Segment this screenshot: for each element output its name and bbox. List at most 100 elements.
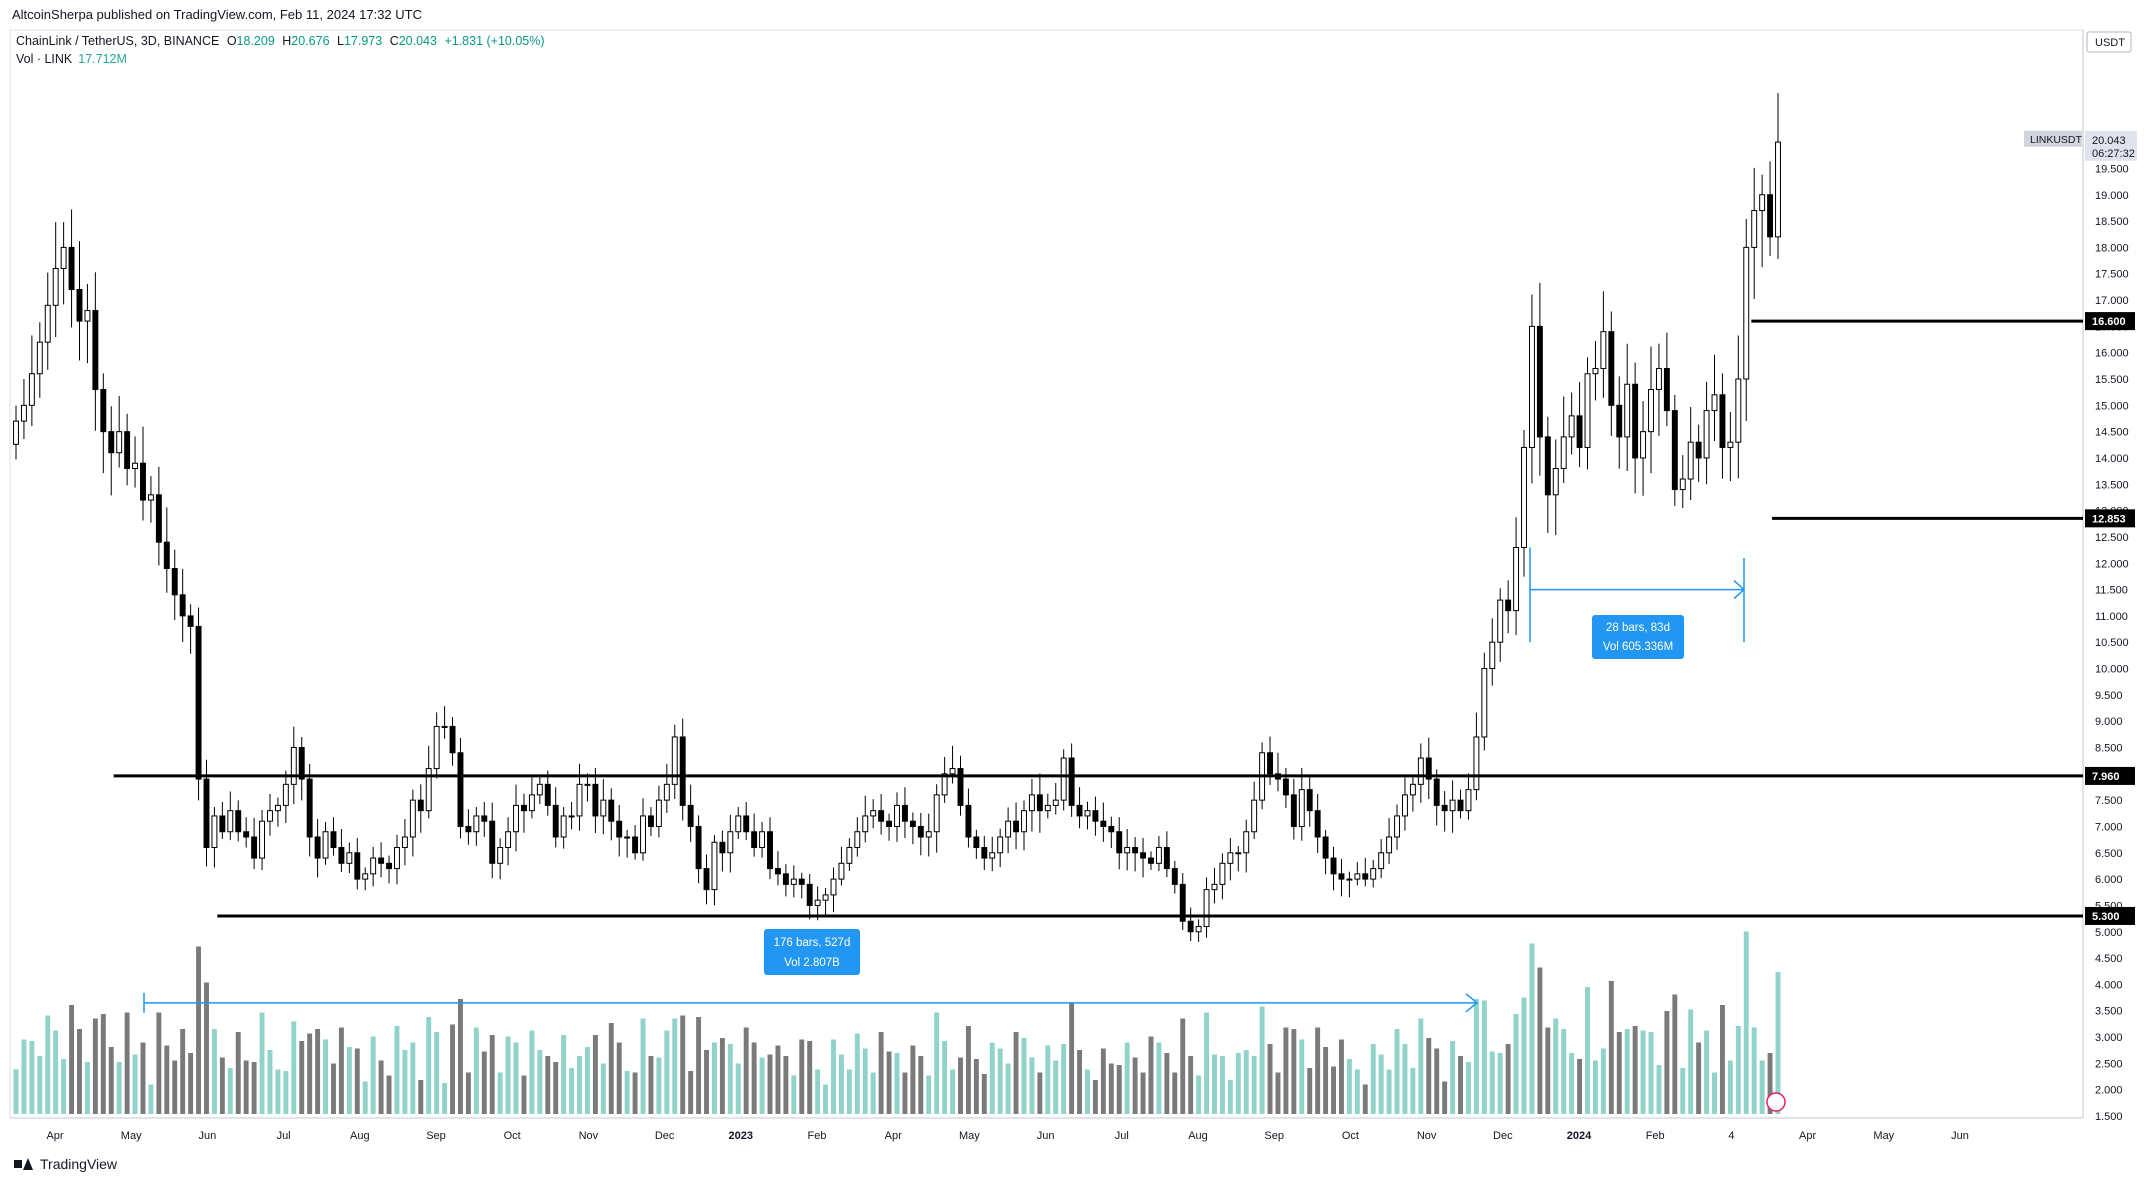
candle-body (909, 820, 916, 827)
volume-bar (473, 1027, 479, 1114)
volume-bar (823, 1084, 829, 1114)
candle-body (346, 852, 353, 864)
candle-body (497, 847, 504, 864)
volume-bar (521, 1075, 527, 1114)
volume-bar (1632, 1026, 1638, 1114)
candle-body (132, 462, 139, 469)
time-tick-label: Oct (1342, 1130, 1359, 1142)
volume-bar (878, 1032, 884, 1114)
candle-body (901, 804, 908, 822)
volume-bar (791, 1075, 797, 1114)
volume-bar (323, 1039, 329, 1114)
candle-body (52, 267, 59, 306)
volume-bar (1164, 1053, 1170, 1114)
price-tick-label: 4.000 (2095, 979, 2123, 991)
volume-bar (854, 1033, 860, 1114)
candle-body (1592, 367, 1599, 375)
candle-body (505, 831, 512, 849)
volume-bar (275, 1069, 281, 1114)
volume-bar (1664, 1011, 1670, 1114)
volume-bar (537, 1050, 543, 1114)
candle-body (147, 494, 154, 501)
price-tick-label: 12.000 (2095, 558, 2129, 570)
volume-bar (1243, 1050, 1249, 1114)
candle-body (1362, 873, 1369, 880)
candle-body (1632, 383, 1639, 459)
volume-bar (299, 1041, 305, 1114)
symbol-legend: ChainLink / TetherUS, 3D, BINANCE O18.20… (16, 34, 545, 48)
time-tick-label: Jun (199, 1130, 217, 1142)
candle-body (1155, 847, 1162, 864)
candle-body (100, 389, 107, 433)
volume-bar (307, 1033, 313, 1114)
volume-bar (1577, 1059, 1583, 1114)
volume-bar (1275, 1072, 1281, 1114)
candle-body (1243, 831, 1250, 854)
candle-body (695, 825, 702, 870)
time-tick-label: Aug (350, 1130, 370, 1142)
candle-body (1695, 441, 1702, 459)
volume-bar (862, 1048, 868, 1114)
candle-body (751, 831, 758, 849)
candle-body (1282, 778, 1289, 796)
volume-bar (450, 1024, 455, 1114)
volume-bar (505, 1036, 511, 1114)
candle-body (417, 799, 424, 812)
volume-bar (1140, 1072, 1146, 1114)
volume-bar (267, 1050, 273, 1114)
volume-bar (1156, 1042, 1162, 1114)
volume-bar (1283, 1027, 1289, 1114)
volume-bar (1592, 1060, 1598, 1114)
candle-body (1028, 794, 1035, 812)
volume-bar (378, 1060, 384, 1114)
candle-body (806, 883, 813, 906)
volume-bar (1648, 1032, 1654, 1114)
volume-bar (1402, 1044, 1408, 1114)
candle-body (727, 831, 734, 854)
last-price-label: 20.043 (2092, 135, 2126, 147)
candle-body (1251, 799, 1258, 833)
volume-bar (719, 1038, 725, 1114)
price-tick-label: 18.500 (2095, 216, 2129, 228)
candle-body (1624, 383, 1631, 438)
candle-body (1560, 436, 1567, 469)
time-tick-label: Dec (1493, 1130, 1513, 1142)
volume-bar (727, 1044, 733, 1114)
candle-body (195, 625, 202, 780)
candle-body (1544, 436, 1551, 496)
volume-bar (1672, 994, 1678, 1114)
candle-body (1100, 820, 1107, 827)
price-tick-label: 17.000 (2095, 295, 2129, 307)
volume-bar (211, 1029, 217, 1114)
candle-body (1013, 820, 1020, 833)
candle-body (513, 804, 519, 833)
ohlc-high: 20.676 (291, 34, 330, 48)
candle-body (1338, 873, 1345, 880)
candle-body (790, 878, 797, 885)
candle-body (425, 768, 432, 812)
volume-bar (711, 1042, 717, 1114)
volume-bar (981, 1074, 987, 1114)
candle-body (814, 899, 821, 906)
candle-body (870, 810, 877, 817)
volume-legend: Vol · LINK 17.712M (16, 52, 127, 66)
volume-bar (1180, 1018, 1186, 1114)
volume-bar (331, 1063, 336, 1114)
candle-body (1068, 757, 1075, 806)
volume-bar (807, 1041, 813, 1114)
candle-body (1370, 868, 1377, 880)
volume-bar (1767, 1053, 1773, 1114)
ticker-tag: LINKUSDT (2030, 134, 2083, 146)
level-price-tag (2085, 312, 2135, 331)
ohlc-c-label: C (389, 34, 399, 48)
candle-body (703, 868, 710, 891)
level-price-label: 7.960 (2092, 771, 2120, 783)
volume-bar (1013, 1032, 1019, 1114)
candle-body (1394, 815, 1400, 838)
volume-bar (219, 1057, 225, 1114)
volume-bar (1346, 1059, 1352, 1114)
volume-bar (1370, 1044, 1376, 1114)
volume-bar (704, 1050, 709, 1114)
volume-bar (21, 1039, 27, 1114)
